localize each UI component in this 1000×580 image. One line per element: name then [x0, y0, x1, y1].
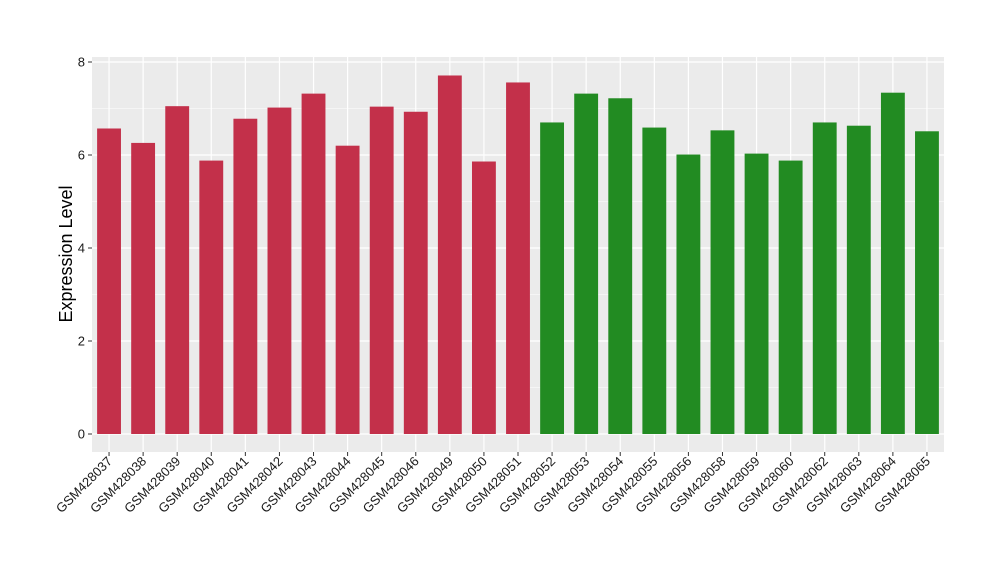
y-tick-label: 8	[78, 55, 85, 70]
bar-GSM428065	[915, 131, 939, 434]
bar-GSM428053	[574, 93, 599, 435]
bar-GSM428051	[506, 82, 530, 435]
bar-GSM428064	[880, 92, 905, 434]
bar-GSM428045	[369, 106, 394, 434]
bar-GSM428062	[812, 122, 837, 434]
bar-GSM428049	[437, 75, 462, 435]
bar-GSM428042	[267, 107, 292, 434]
bar-GSM428060	[778, 160, 803, 434]
bar-GSM428059	[744, 153, 769, 435]
bars	[97, 75, 939, 435]
bar-GSM428063	[846, 125, 871, 434]
bar-GSM428041	[233, 118, 258, 434]
bar-GSM428043	[301, 93, 326, 435]
bar-GSM428044	[335, 145, 360, 434]
bar-GSM428037	[97, 128, 121, 434]
bar-GSM428039	[165, 106, 190, 435]
bar-GSM428056	[676, 154, 701, 434]
bar-GSM428046	[403, 111, 428, 434]
y-tick-label: 4	[78, 241, 85, 256]
bar-GSM428058	[710, 130, 735, 435]
y-tick-label: 2	[78, 334, 85, 349]
bar-GSM428054	[608, 98, 633, 435]
bar-GSM428052	[540, 122, 565, 434]
bar-GSM428040	[199, 160, 224, 434]
bar-GSM428055	[642, 127, 667, 434]
bar-GSM428038	[131, 142, 156, 434]
y-axis: 0 2 4 6 8	[78, 55, 92, 442]
y-tick-label: 0	[78, 427, 85, 442]
x-axis: GSM428037GSM428038GSM428039GSM428040GSM4…	[53, 452, 933, 516]
bar-GSM428050	[471, 161, 496, 434]
y-tick-label: 6	[78, 148, 85, 163]
y-axis-title: Expression Level	[56, 185, 76, 322]
